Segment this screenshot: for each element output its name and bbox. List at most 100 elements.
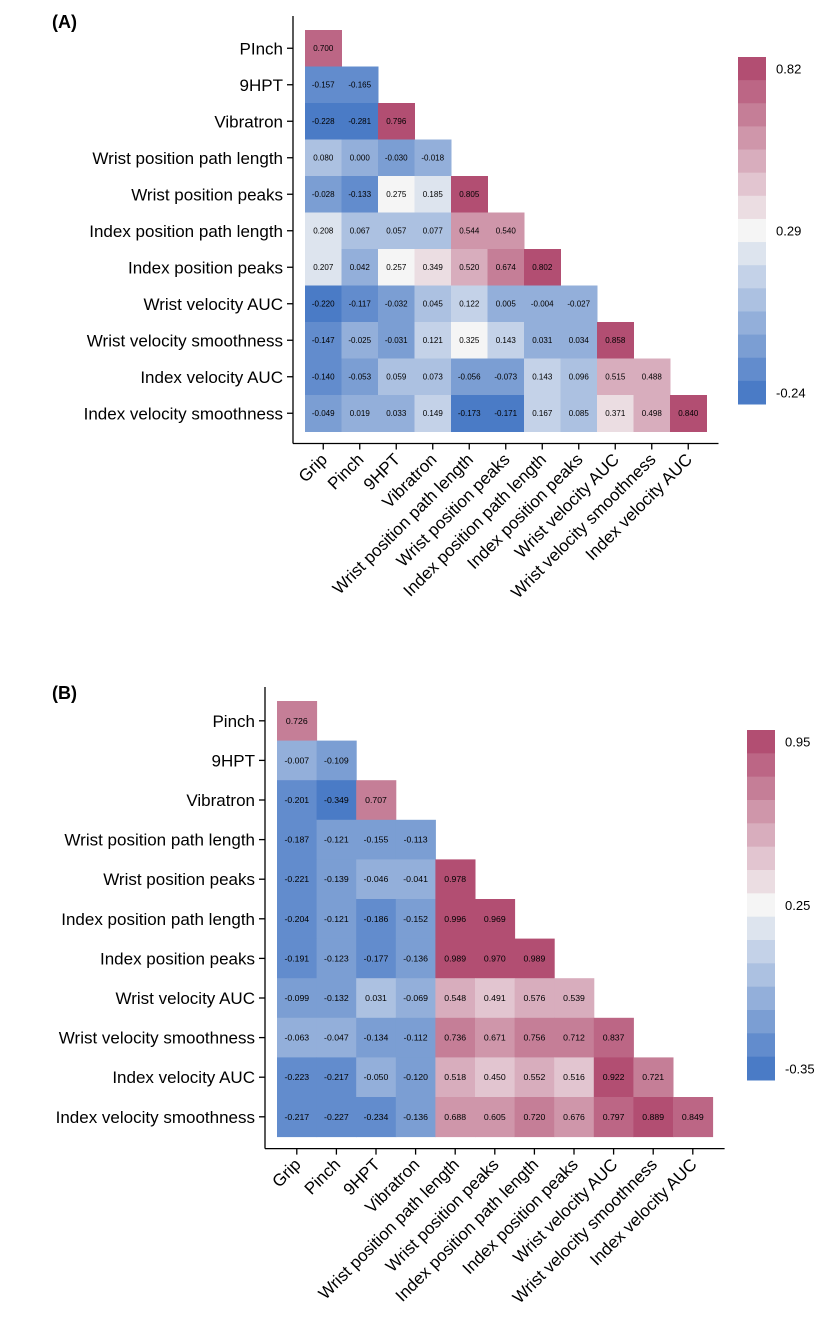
colorbar-swatch: [738, 172, 766, 197]
colorbar-tick-label: 0.29: [776, 224, 801, 239]
cell-value-label: -0.032: [385, 300, 408, 309]
cell-value-label: 0.721: [642, 1072, 664, 1082]
cell-value-label: 0.488: [642, 373, 663, 382]
cell-value-label: 0.031: [532, 336, 553, 345]
heatmap-cell: [356, 780, 397, 821]
colorbar: 0.95 0.25 -0.35: [747, 730, 815, 1081]
cell-value-label: 0.796: [386, 117, 407, 126]
cell-value-label: 0.080: [313, 154, 334, 163]
heatmap-cell: [277, 1097, 318, 1138]
cell-value-label: 0.720: [524, 1112, 546, 1122]
cell-value-label: 0.840: [678, 409, 699, 418]
cell-value-label: -0.173: [458, 409, 481, 418]
heatmap-cell: [356, 938, 397, 979]
heatmap-cell: [316, 1097, 357, 1138]
colorbar-swatch: [738, 195, 766, 220]
heatmap-cell: [414, 139, 452, 177]
heatmap-cell: [435, 899, 476, 940]
cell-value-label: 0.085: [569, 409, 590, 418]
cell-value-label: -0.121: [324, 835, 349, 845]
colorbar-swatch: [738, 311, 766, 336]
heatmap-cell: [633, 358, 671, 396]
heatmap-cell: [514, 1097, 555, 1138]
heatmap-cell: [341, 212, 379, 250]
heatmap-cell: [451, 395, 488, 432]
row-label: Index velocity AUC: [112, 1068, 255, 1087]
heatmap-cell: [554, 1097, 595, 1138]
cell-value-label: 0.143: [496, 336, 517, 345]
cell-value-label: -0.112: [404, 1033, 428, 1043]
heatmap-cell: [305, 139, 342, 177]
heatmap-cell: [435, 1017, 476, 1058]
cell-value-label: -0.228: [312, 117, 335, 126]
cell-value-label: 0.576: [524, 993, 546, 1003]
heatmap-cell: [524, 285, 561, 323]
colorbar-swatch: [738, 80, 766, 104]
colorbar-tick-label: -0.35: [785, 1061, 815, 1076]
heatmap-cell: [316, 938, 357, 979]
heatmap-cell: [487, 285, 525, 323]
row-label: Vibratron: [214, 112, 283, 131]
cell-value-label: 0.996: [444, 914, 466, 924]
heatmap-cell: [378, 103, 415, 140]
cell-value-label: -0.217: [284, 1112, 309, 1122]
cell-value-label: -0.201: [284, 795, 309, 805]
cell-value-label: 0.518: [444, 1072, 466, 1082]
heatmap-cell: [378, 358, 415, 396]
heatmap-cell: [670, 395, 707, 432]
colorbar-swatch: [747, 986, 775, 1011]
heatmap-cell: [524, 395, 561, 432]
heatmap-cell: [378, 285, 415, 323]
cell-value-label: 0.057: [386, 227, 407, 236]
heatmap-cell: [395, 1097, 436, 1138]
cell-value-label: -0.028: [312, 190, 335, 199]
cell-value-label: 0.045: [423, 300, 444, 309]
cell-value-label: 0.516: [563, 1072, 585, 1082]
row-label: Wrist velocity AUC: [144, 295, 284, 314]
heatmap-cell: [305, 285, 342, 323]
row-label: Wrist position peaks: [103, 870, 255, 889]
cell-value-label: 0.208: [313, 227, 334, 236]
cell-value-label: -0.056: [458, 373, 481, 382]
colorbar-swatch: [747, 1056, 775, 1081]
colorbar-swatch: [738, 126, 766, 151]
cell-value-label: -0.221: [284, 874, 309, 884]
heatmap-cell: [277, 1017, 318, 1058]
heatmap-cell: [356, 859, 397, 900]
cell-value-label: 0.969: [484, 914, 506, 924]
heatmap-cell: [305, 212, 342, 250]
heatmap-cell: [475, 899, 516, 940]
colorbar-swatch: [738, 103, 766, 127]
cell-value-label: -0.047: [324, 1033, 349, 1043]
heatmap-cell: [414, 322, 452, 359]
cell-value-label: -0.123: [324, 953, 349, 963]
heatmap-cell: [305, 322, 342, 359]
colorbar-swatch: [738, 218, 766, 243]
heatmap-cell: [414, 212, 452, 250]
heatmap-cell: [305, 395, 342, 432]
cell-value-label: -0.171: [494, 409, 517, 418]
cell-value-label: -0.147: [312, 336, 335, 345]
cell-value-label: 0.096: [569, 373, 590, 382]
row-label: Wrist velocity smoothness: [87, 331, 283, 350]
heatmap-cell: [451, 322, 488, 359]
panel-label: (B): [52, 683, 77, 703]
cell-value-label: -0.136: [403, 1112, 428, 1122]
cell-value-label: -0.117: [349, 300, 372, 309]
heatmap-cell: [341, 103, 379, 140]
cell-value-label: -0.049: [312, 409, 335, 418]
cell-value-label: 0.802: [532, 263, 553, 272]
column-label: Pinch: [324, 450, 368, 494]
cell-value-label: -0.041: [403, 874, 428, 884]
heatmap-cell: [487, 395, 525, 432]
heatmap-cell: [356, 1017, 397, 1058]
cell-value-label: 0.805: [459, 190, 480, 199]
cell-value-label: -0.053: [348, 373, 371, 382]
heatmap-cell: [524, 322, 561, 359]
cell-value-label: 0.922: [603, 1072, 625, 1082]
heatmap-cell: [356, 1097, 397, 1138]
cell-value-label: 0.034: [569, 336, 590, 345]
heatmap-cell: [395, 819, 436, 860]
heatmap-cell: [593, 1097, 634, 1138]
